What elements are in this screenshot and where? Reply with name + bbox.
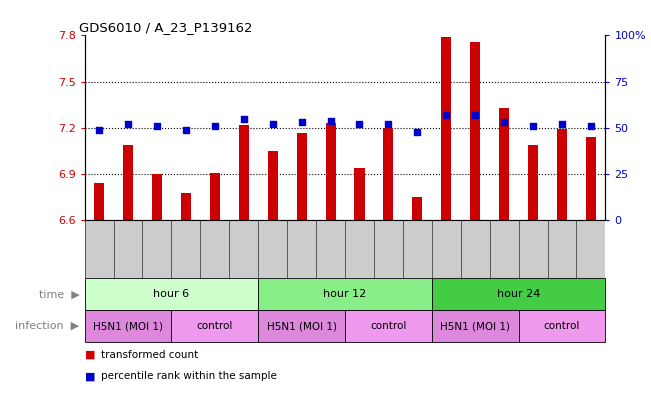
- Bar: [94, 184, 104, 220]
- Bar: [258, 278, 432, 310]
- Point: [412, 129, 422, 135]
- Bar: [519, 310, 605, 342]
- Bar: [470, 42, 480, 220]
- Bar: [586, 137, 596, 220]
- Bar: [152, 174, 162, 220]
- Text: transformed count: transformed count: [101, 350, 198, 360]
- Text: hour 24: hour 24: [497, 289, 540, 299]
- Point: [238, 116, 249, 122]
- Bar: [557, 129, 567, 220]
- Text: control: control: [370, 321, 407, 331]
- Bar: [181, 193, 191, 220]
- Bar: [258, 310, 345, 342]
- Bar: [432, 278, 605, 310]
- Text: hour 6: hour 6: [154, 289, 189, 299]
- Bar: [268, 151, 278, 220]
- Text: ■: ■: [85, 371, 95, 381]
- Point: [181, 127, 191, 133]
- Point: [268, 121, 278, 127]
- Point: [210, 123, 220, 129]
- Bar: [412, 197, 422, 220]
- Text: time  ▶: time ▶: [38, 289, 79, 299]
- Bar: [171, 310, 258, 342]
- Point: [296, 119, 307, 125]
- Point: [123, 121, 133, 127]
- Text: H5N1 (MOI 1): H5N1 (MOI 1): [267, 321, 337, 331]
- Text: control: control: [197, 321, 233, 331]
- Bar: [326, 123, 336, 220]
- Bar: [85, 278, 258, 310]
- Point: [354, 121, 365, 127]
- Bar: [499, 108, 509, 220]
- Bar: [239, 125, 249, 220]
- Point: [441, 112, 452, 118]
- Bar: [210, 173, 220, 220]
- Text: control: control: [544, 321, 580, 331]
- Point: [528, 123, 538, 129]
- Bar: [441, 37, 451, 220]
- Text: percentile rank within the sample: percentile rank within the sample: [101, 371, 277, 381]
- Point: [152, 123, 162, 129]
- Bar: [297, 132, 307, 220]
- Point: [470, 112, 480, 118]
- Bar: [383, 128, 393, 220]
- Bar: [528, 145, 538, 220]
- Text: infection  ▶: infection ▶: [15, 321, 79, 331]
- Bar: [354, 168, 365, 220]
- Text: GDS6010 / A_23_P139162: GDS6010 / A_23_P139162: [79, 21, 253, 34]
- Bar: [85, 310, 171, 342]
- Bar: [123, 145, 133, 220]
- Text: ■: ■: [85, 350, 95, 360]
- Text: H5N1 (MOI 1): H5N1 (MOI 1): [440, 321, 510, 331]
- Bar: [345, 310, 432, 342]
- Point: [586, 123, 596, 129]
- Point: [383, 121, 394, 127]
- Point: [326, 118, 336, 124]
- Point: [557, 121, 567, 127]
- Point: [499, 119, 509, 125]
- Text: hour 12: hour 12: [324, 289, 367, 299]
- Text: H5N1 (MOI 1): H5N1 (MOI 1): [93, 321, 163, 331]
- Point: [94, 127, 104, 133]
- Bar: [432, 310, 519, 342]
